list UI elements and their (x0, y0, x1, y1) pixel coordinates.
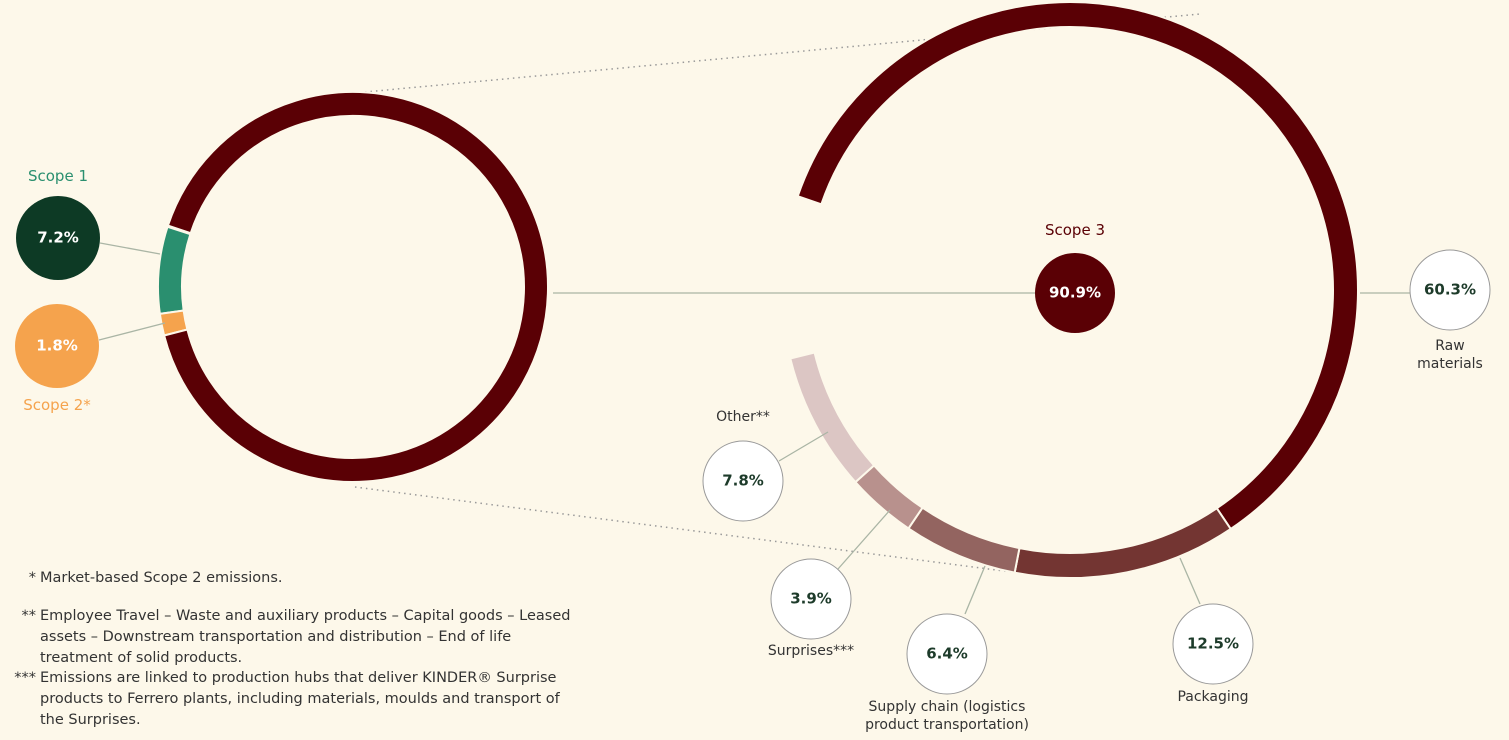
footnote: Market-based Scope 2 emissions. (40, 570, 283, 586)
category-label: Scope 3 (1044, 221, 1105, 239)
leader-line (98, 322, 166, 341)
arc-segment (796, 1, 1359, 531)
value-label: 12.5% (1187, 635, 1239, 653)
value-bubble (906, 613, 988, 695)
category-label: Supply chain (logistics product transpor… (865, 699, 1029, 733)
value-bubble (1035, 253, 1115, 333)
value-bubble (16, 196, 100, 280)
leader-line (778, 431, 829, 462)
category-label: Other** (716, 409, 770, 425)
value-bubble (702, 440, 784, 522)
value-label: 90.9% (1049, 284, 1101, 302)
category-label: Packaging (1177, 689, 1249, 705)
arc-segment (854, 464, 924, 530)
leader-line (837, 509, 891, 570)
arc-segment (789, 351, 876, 484)
value-label: 7.2% (37, 229, 79, 247)
category-label: Scope 2* (23, 396, 91, 414)
value-label: 6.4% (926, 645, 968, 663)
value-bubble (1409, 249, 1491, 331)
value-bubble (770, 558, 852, 640)
arc-segment (907, 506, 1021, 574)
category-label: Raw materials (1417, 338, 1483, 372)
value-label: 3.9% (790, 590, 832, 608)
category-label: Surprises*** (767, 643, 855, 659)
donut-segment (157, 225, 192, 315)
note-marker: * (28, 570, 36, 586)
category-label: Scope 1 (27, 167, 88, 185)
leader-line (99, 242, 161, 255)
leader-line (1179, 557, 1201, 605)
footnote: Employee Travel – Waste and auxiliary pr… (40, 608, 571, 666)
leader-line (964, 565, 986, 615)
value-label: 1.8% (36, 337, 78, 355)
note-marker: ** (21, 608, 37, 624)
note-marker: *** (14, 670, 36, 686)
donut-segment (158, 309, 189, 337)
value-label: 60.3% (1424, 281, 1476, 299)
donut-segment (162, 90, 549, 483)
value-bubble (1172, 603, 1254, 685)
footnote: Emissions are linked to production hubs … (40, 670, 560, 728)
value-bubble (15, 304, 99, 388)
value-label: 7.8% (722, 472, 764, 490)
arc-segment (1013, 506, 1233, 579)
